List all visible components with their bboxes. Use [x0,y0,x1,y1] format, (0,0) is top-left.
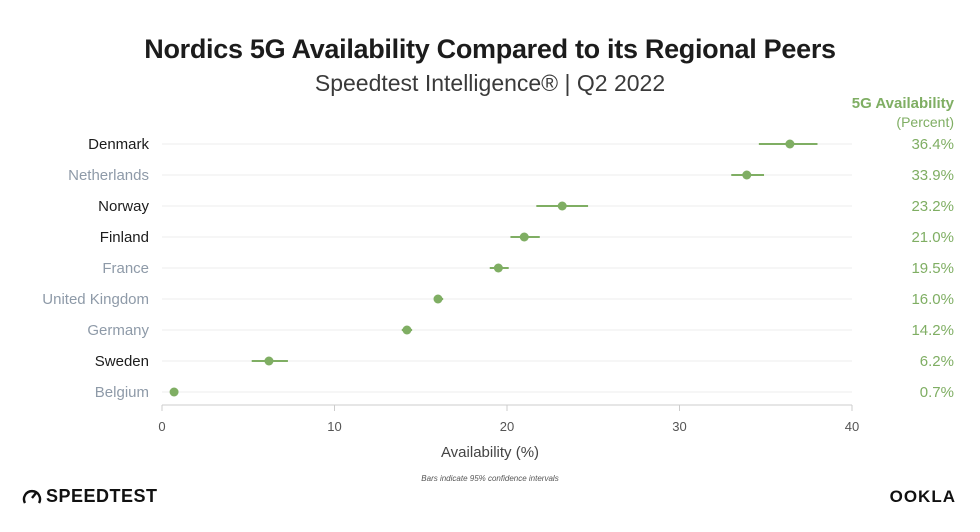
data-point [519,232,529,242]
value-label: 0.7% [920,384,954,401]
chart-subtitle: Speedtest Intelligence® | Q2 2022 [314,70,666,96]
country-label: Denmark [88,136,149,153]
country-label: Belgium [95,384,149,401]
value-label: 36.4% [911,136,954,153]
country-label: Sweden [95,353,149,370]
value-label: 19.5% [911,260,954,277]
data-point [493,263,503,273]
value-label: 14.2% [911,322,954,339]
data-point [433,294,443,304]
data-point [402,325,412,335]
value-label: 6.2% [920,353,954,370]
x-tick-label: 0 [158,419,165,434]
x-tick-label: 40 [845,419,859,434]
value-label: 16.0% [911,291,954,308]
country-label: Norway [98,198,149,215]
country-label: Germany [87,322,149,339]
data-point [742,170,752,180]
country-label: Finland [100,229,149,246]
value-label: 21.0% [911,229,954,246]
data-point [785,139,795,149]
x-axis-label: Availability (%) [440,444,540,461]
speedometer-icon [22,489,42,504]
country-label: United Kingdom [42,291,149,308]
country-label: France [102,260,149,277]
data-point [264,356,274,366]
x-tick-label: 30 [672,419,686,434]
speedtest-wordmark: SPEEDTEST [46,486,158,506]
x-tick-label: 10 [327,419,341,434]
chart-title: Nordics 5G Availability Compared to its … [144,34,836,64]
value-column-header: 5G Availability [851,95,954,112]
confidence-note: Bars indicate 95% confidence intervals [421,474,559,483]
value-label: 23.2% [911,198,954,215]
value-label: 33.9% [911,167,954,184]
speedtest-logo: SPEEDTEST [22,486,158,507]
x-tick-label: 20 [500,419,514,434]
ookla-logo: OOKLA [889,487,956,506]
data-point [169,387,179,397]
country-label: Netherlands [68,167,149,184]
value-column-subheader: (Percent) [896,114,954,130]
data-point [557,201,567,211]
